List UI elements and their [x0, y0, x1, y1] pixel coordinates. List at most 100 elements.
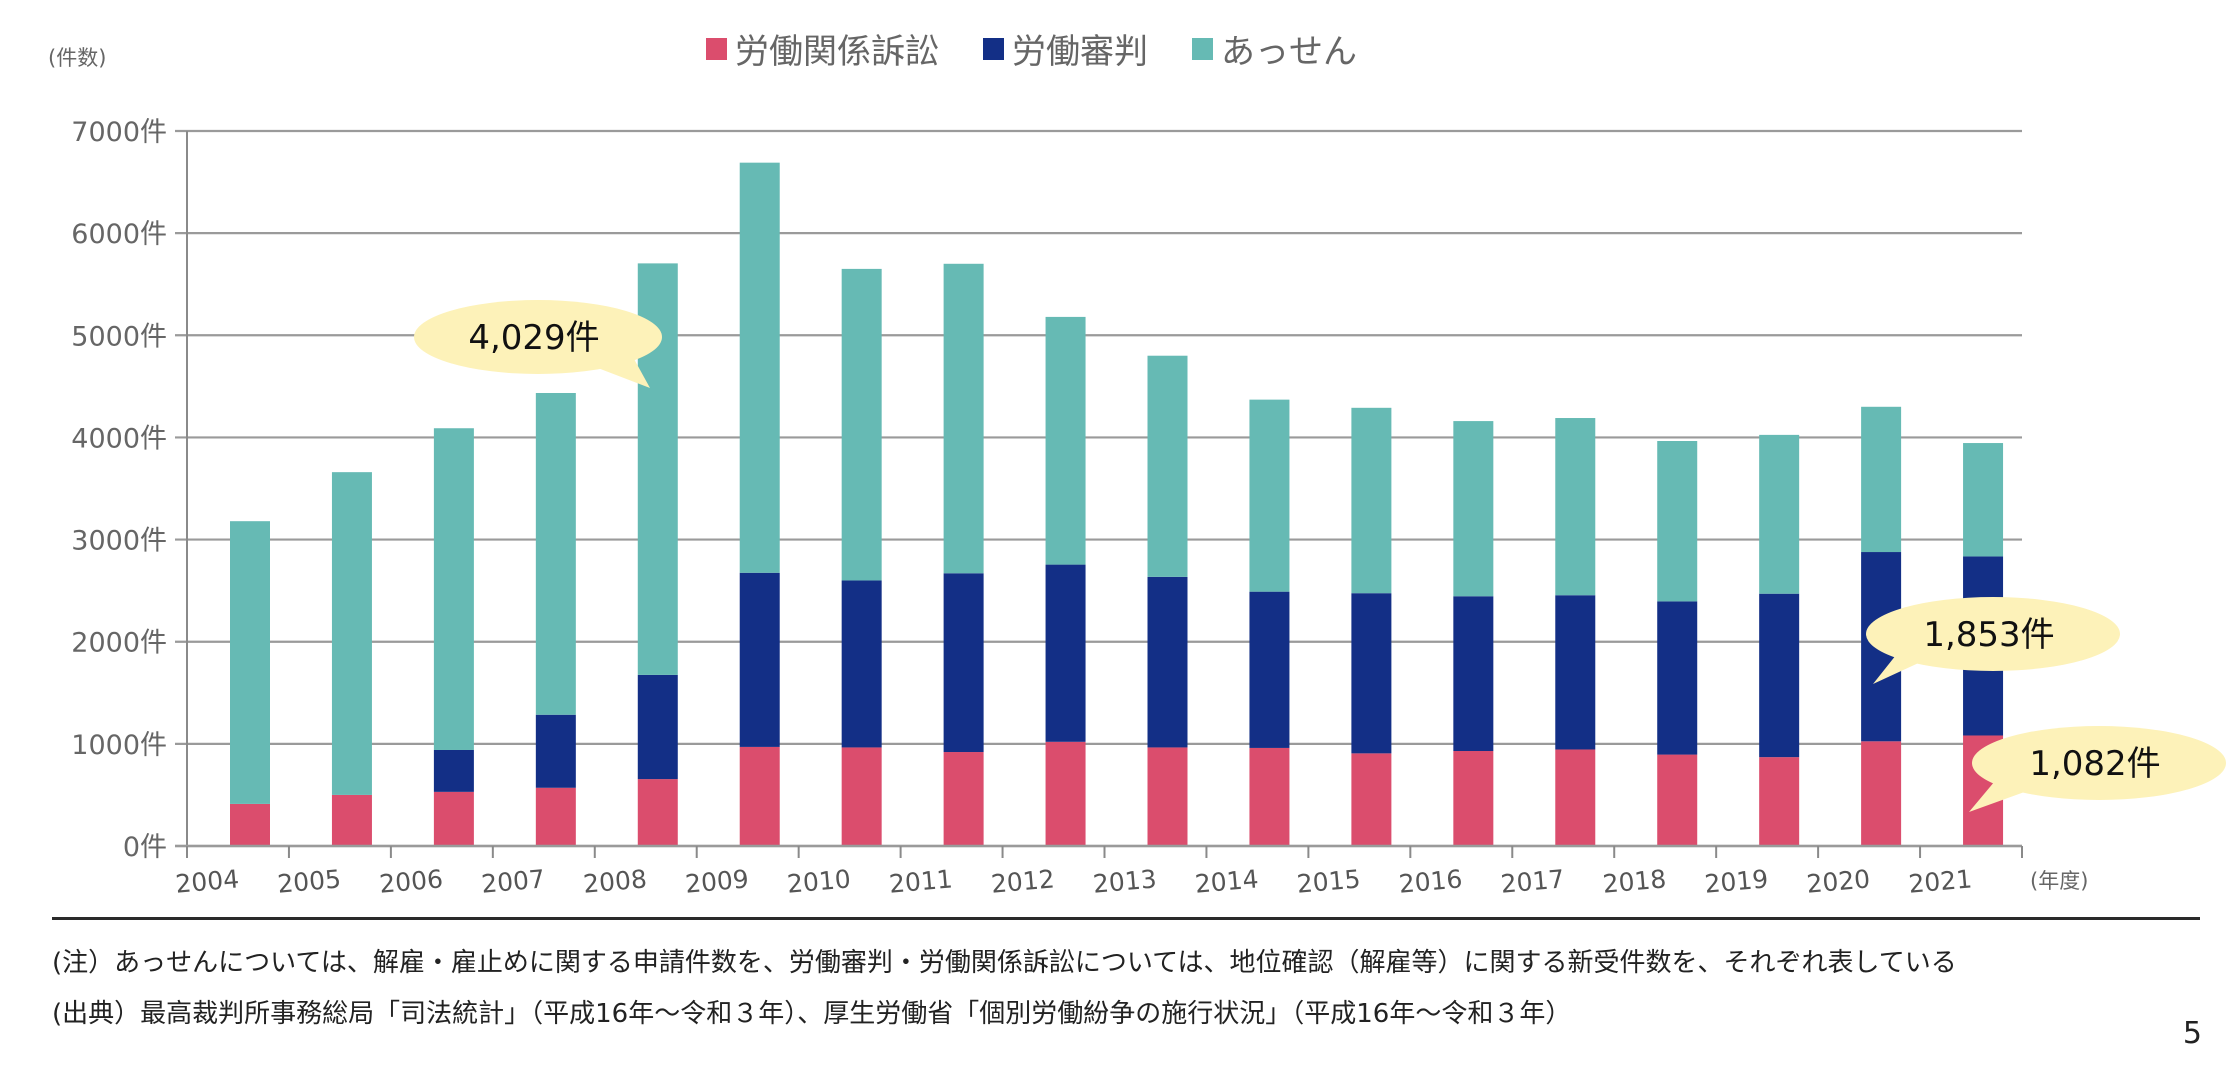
y-tick-label: 2000件 [71, 628, 167, 659]
callout-tail [590, 348, 650, 388]
callout-bubble: 1,082件 [1969, 726, 2226, 812]
bar-segment [535, 787, 576, 846]
bar-segment [1657, 601, 1698, 755]
callout-ellipse [1972, 726, 2226, 800]
axes [175, 131, 2022, 858]
bar-segment [331, 472, 372, 795]
legend-label: 労働審判 [1012, 32, 1148, 72]
y-tick-label: 4000件 [71, 423, 167, 454]
bar-segment [433, 791, 474, 846]
x-tick-label: 2015 [1296, 864, 1362, 898]
bar-segment [637, 674, 678, 780]
x-tick-label: 2005 [276, 864, 342, 898]
x-axis-ticks: 2004 2005 2006 2007 2008 2009 2010 2011 2012 2013… [174, 846, 2023, 899]
legend-label: 労働関係訴訟 [735, 32, 939, 72]
bar-segment [1453, 596, 1494, 752]
x-tick-label: 2018 [1601, 864, 1667, 898]
bar-segment [1861, 406, 1902, 553]
callout-label: 1,853件 [1923, 615, 2054, 655]
bar-segment [1351, 593, 1392, 754]
page-number: 5 [2182, 1016, 2202, 1051]
y-tick-label: 5000件 [71, 321, 167, 352]
bar-segment [1147, 576, 1188, 748]
x-tick-label: 2014 [1194, 864, 1260, 898]
y-tick-label: 3000件 [71, 526, 167, 557]
bar-segment [841, 747, 882, 846]
callout-bubble: 4,029件 [414, 300, 662, 388]
x-tick-label: 2012 [990, 864, 1056, 898]
x-tick-label: 2010 [786, 864, 852, 898]
x-tick-label: 2011 [888, 864, 954, 898]
footnote-note: (注）あっせんについては、解雇・雇止めに関する申請件数を、労働審判・労働関係訴訟… [52, 948, 1957, 978]
callouts: 4,029件 1,853件 1,082件 [414, 300, 2226, 812]
bar-segment [230, 521, 270, 804]
legend-item-labor-tribunal: 労働審判 [983, 24, 1148, 73]
bar-segment [1249, 747, 1290, 846]
bar-segment [943, 263, 984, 574]
bar-segment [1657, 754, 1698, 846]
x-tick-label: 2007 [480, 864, 546, 898]
y-tick-label: 1000件 [71, 730, 167, 761]
legend-swatch [983, 37, 1004, 60]
bar-segment [943, 573, 984, 753]
bar-segment [1861, 741, 1902, 846]
bar-segment [1759, 593, 1800, 758]
y-axis-unit-label: (件数) [48, 46, 107, 70]
bar-segment [1963, 443, 2004, 557]
y-axis-ticks: 0件 1000件 2000件 3000件 4000件 5000件 6000件 7000件 [71, 117, 167, 863]
bar-segment [535, 714, 576, 788]
bar-segment [1351, 753, 1392, 846]
bar-segment [1759, 434, 1800, 594]
bar-segment [739, 746, 780, 846]
legend-item-labor-lawsuit: 労働関係訴訟 [706, 24, 939, 73]
bar-segment [1453, 421, 1494, 597]
x-axis-unit-label: (年度) [2030, 869, 2088, 893]
callout-bubble: 1,853件 [1866, 597, 2120, 684]
bar-segment [943, 752, 984, 846]
bar-segment [1045, 564, 1086, 742]
bar-segment [433, 749, 474, 792]
bar-segment [739, 572, 780, 747]
bar-segment [1555, 749, 1596, 846]
legend-swatch [1192, 37, 1213, 60]
bar-segment [1453, 751, 1494, 846]
bar-segment [1555, 595, 1596, 750]
x-tick-label: 2017 [1500, 864, 1566, 898]
callout-ellipse [414, 300, 662, 374]
bar-segment [637, 779, 678, 846]
bar-segment [1657, 441, 1698, 602]
bar-segment [1759, 757, 1800, 846]
bar-segment [1045, 741, 1086, 846]
bar-segment [739, 162, 780, 573]
legend-label: あっせん [1221, 32, 1357, 72]
bar-segment [1555, 418, 1596, 596]
callout-label: 1,082件 [2029, 744, 2160, 784]
bar-segment [230, 803, 270, 846]
callout-label: 4,029件 [468, 318, 599, 358]
x-tick-label: 2004 [174, 864, 240, 898]
bar-segment [1249, 591, 1290, 748]
legend-swatch [706, 37, 727, 60]
bar-segment [1045, 316, 1086, 565]
footnote-source: (出典）最高裁判所事務総局「司法統計」（平成16年～令和３年）、厚生労働省「個別… [52, 999, 1572, 1029]
x-tick-label: 2009 [684, 864, 750, 898]
x-tick-label: 2020 [1805, 864, 1871, 898]
bar-segment [535, 392, 576, 715]
x-tick-label: 2021 [1907, 864, 1973, 898]
bar-segment [841, 268, 882, 581]
x-tick-label: 2013 [1092, 864, 1158, 898]
chart-legend: 労働関係訴訟 労働審判 あっせん [706, 24, 1401, 73]
footer-divider [52, 917, 2200, 920]
bar-segment [1147, 747, 1188, 846]
y-tick-label: 6000件 [71, 219, 167, 250]
bar-segment [331, 794, 372, 846]
stacked-bar-chart: 0件 1000件 2000件 3000件 4000件 5000件 6000件 7000件 20… [71, 117, 2226, 899]
bar-segment [1351, 407, 1392, 594]
x-tick-label: 2006 [378, 864, 444, 898]
bar-segment [1147, 355, 1188, 577]
bar-segment [433, 428, 474, 750]
x-tick-label: 2016 [1398, 864, 1464, 898]
y-tick-label: 7000件 [71, 117, 167, 148]
bar-segment [1249, 399, 1290, 592]
x-tick-label: 2019 [1703, 864, 1769, 898]
